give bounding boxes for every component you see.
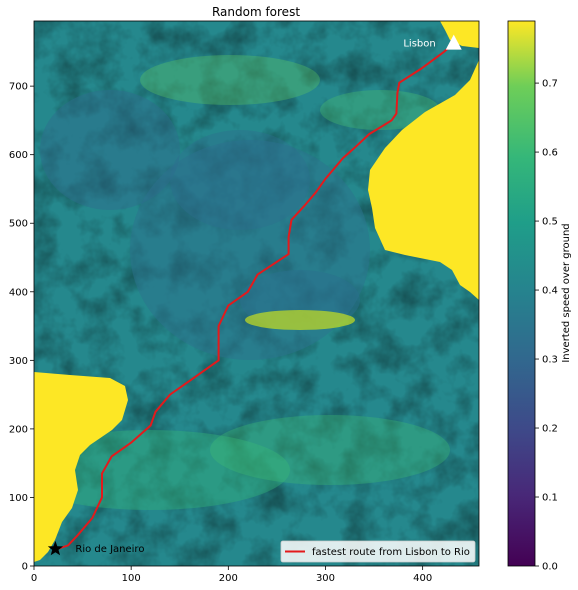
legend: fastest route from Lisbon to Rio xyxy=(280,540,476,563)
heatmap-area xyxy=(34,21,479,566)
south-america-landmass xyxy=(34,372,128,562)
y-tick-label: 200 xyxy=(9,424,28,435)
rio-label: Rio de Janeiro xyxy=(75,544,144,555)
y-axis: 0 100 200 300 400 500 600 700 xyxy=(9,82,34,573)
colorbar-tick-label: 0.7 xyxy=(542,79,558,90)
colorbar-ticks: 0.0 0.1 0.2 0.3 0.4 0.5 0.6 0.7 xyxy=(535,79,558,573)
colorbar-tick-label: 0.4 xyxy=(542,286,558,297)
x-tick-label: 400 xyxy=(413,573,432,584)
africa-landmass xyxy=(368,21,479,300)
legend-label: fastest route from Lisbon to Rio xyxy=(312,547,470,558)
chart-title: Random forest xyxy=(212,5,300,19)
y-tick-label: 700 xyxy=(9,82,28,93)
x-tick-label: 200 xyxy=(219,573,238,584)
colorbar: 0.0 0.1 0.2 0.3 0.4 0.5 0.6 0.7 Inverted speed … xyxy=(507,20,572,573)
route-layer xyxy=(56,42,455,550)
plot-frame xyxy=(33,20,480,567)
colorbar-tick-label: 0.5 xyxy=(542,217,558,228)
y-tick-label: 0 xyxy=(22,562,28,573)
portugal-landmass xyxy=(440,21,479,48)
lisbon-marker xyxy=(445,34,462,50)
x-tick-label: 0 xyxy=(31,573,37,584)
markers-layer: Lisbon Rio de Janeiro xyxy=(47,34,462,556)
y-tick-label: 400 xyxy=(9,287,28,298)
lisbon-label: Lisbon xyxy=(403,39,435,50)
colorbar-gradient xyxy=(507,20,536,567)
route-line xyxy=(56,42,455,550)
colorbar-tick-label: 0.6 xyxy=(542,148,558,159)
rio-marker xyxy=(47,540,63,556)
ocean-texture xyxy=(34,21,479,566)
y-tick-label: 300 xyxy=(9,356,28,367)
y-tick-label: 100 xyxy=(9,493,28,504)
colorbar-tick-label: 0.2 xyxy=(542,424,558,435)
colorbar-tick-label: 0.1 xyxy=(542,493,558,504)
x-axis: 0 100 200 300 400 xyxy=(31,566,432,584)
colorbar-label: Inverted speed over ground xyxy=(561,223,572,362)
y-tick-label: 600 xyxy=(9,150,28,161)
y-tick-label: 500 xyxy=(9,219,28,230)
colorbar-tick-label: 0.0 xyxy=(542,562,558,573)
x-tick-label: 100 xyxy=(122,573,141,584)
colorbar-tick-label: 0.3 xyxy=(542,355,558,366)
x-tick-label: 300 xyxy=(316,573,335,584)
legend-box xyxy=(280,540,476,563)
